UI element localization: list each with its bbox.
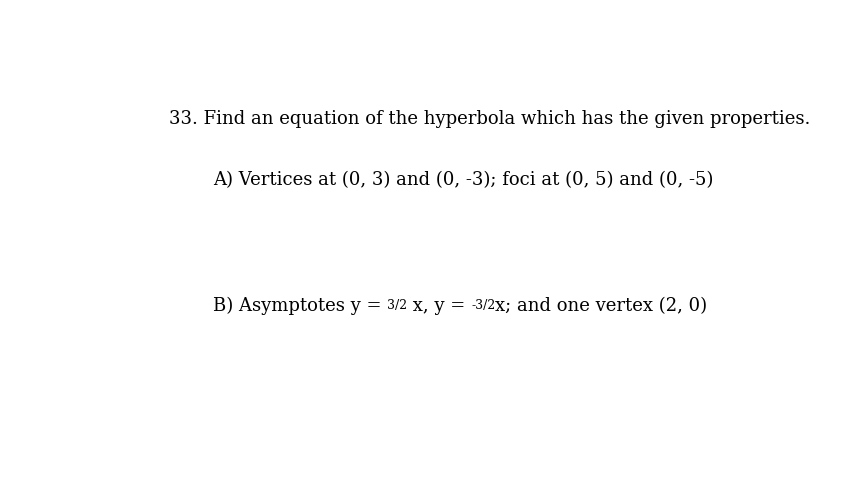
Text: 3/2: 3/2 (387, 299, 407, 312)
Text: B) Asymptotes y =: B) Asymptotes y = (213, 297, 387, 315)
Text: A) Vertices at (0, 3) and (0, -3); foci at (0, 5) and (0, -5): A) Vertices at (0, 3) and (0, -3); foci … (213, 171, 713, 189)
Text: x, y =: x, y = (407, 297, 471, 315)
Text: -3/2: -3/2 (471, 299, 495, 312)
Text: 33. Find an equation of the hyperbola which has the given properties.: 33. Find an equation of the hyperbola wh… (169, 110, 811, 128)
Text: x; and one vertex (2, 0): x; and one vertex (2, 0) (495, 297, 707, 315)
